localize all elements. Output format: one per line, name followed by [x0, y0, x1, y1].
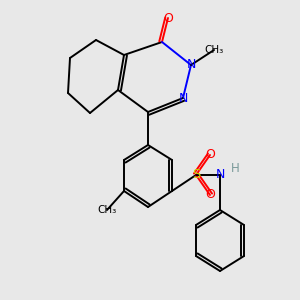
Text: N: N	[215, 169, 225, 182]
Text: N: N	[186, 58, 196, 71]
Text: O: O	[205, 188, 215, 202]
Text: N: N	[178, 92, 188, 104]
Text: CH₃: CH₃	[98, 205, 117, 215]
Text: H: H	[231, 161, 239, 175]
Text: O: O	[163, 11, 173, 25]
Text: O: O	[205, 148, 215, 161]
Text: CH₃: CH₃	[204, 45, 224, 55]
Text: S: S	[192, 169, 200, 182]
